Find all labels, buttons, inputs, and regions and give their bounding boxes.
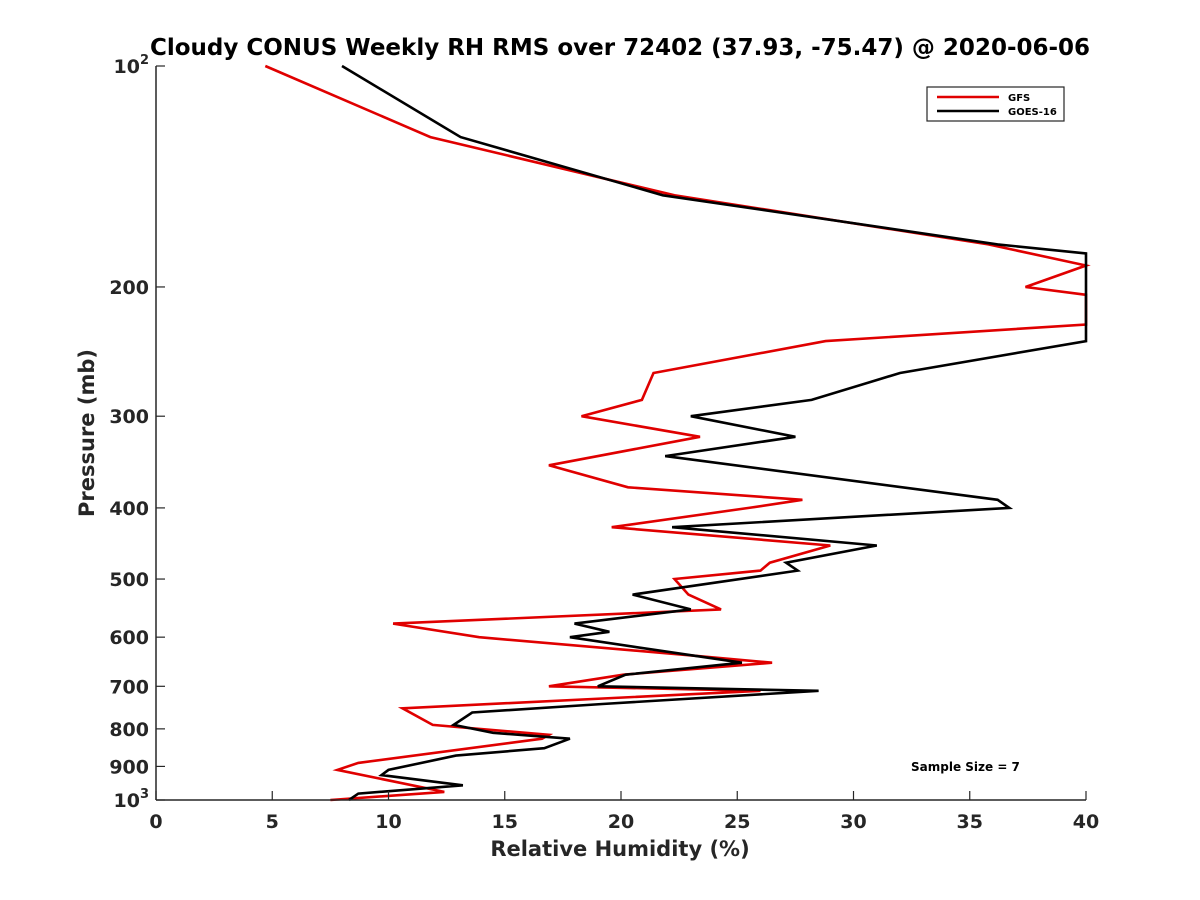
y-tick-label: 500 xyxy=(109,569,149,591)
x-tick-label: 10 xyxy=(375,811,401,833)
series-line-goes-16 xyxy=(341,64,1088,802)
y-tick-label: 102 xyxy=(114,53,150,78)
x-tick-label: 0 xyxy=(149,811,162,833)
y-tick-label: 300 xyxy=(109,406,149,428)
x-tick-label: 40 xyxy=(1073,811,1099,833)
x-tick-label: 20 xyxy=(608,811,634,833)
y-axis-label: Pressure (mb) xyxy=(75,349,99,517)
y-tick-label: 900 xyxy=(109,756,149,778)
legend-label: GFS xyxy=(1008,93,1030,104)
y-tick-label: 400 xyxy=(109,498,149,520)
legend-label: GOES-16 xyxy=(1008,107,1057,118)
y-tick-label: 600 xyxy=(109,627,149,649)
y-tick-label: 800 xyxy=(109,719,149,741)
legend-box xyxy=(926,86,1065,122)
legend: GFS GOES-16 xyxy=(926,86,1065,122)
y-tick-label: 103 xyxy=(114,787,150,812)
x-axis-label: Relative Humidity (%) xyxy=(490,837,749,861)
y-tick-label: 700 xyxy=(109,676,149,698)
x-tick-label: 25 xyxy=(724,811,750,833)
plot-area xyxy=(264,64,1091,802)
sample-size-annotation: Sample Size = 7 xyxy=(911,760,1020,774)
x-tick-label: 5 xyxy=(266,811,279,833)
x-tick-label: 35 xyxy=(957,811,983,833)
x-tick-label: 15 xyxy=(492,811,518,833)
y-tick-label: 200 xyxy=(109,277,149,299)
x-tick-label: 30 xyxy=(840,811,866,833)
chart-title: Cloudy CONUS Weekly RH RMS over 72402 (3… xyxy=(150,35,1090,61)
axes: 0 5 10 15 20 25 30 35 40 102 200 300 400 500 600 700 800… xyxy=(109,53,1099,833)
